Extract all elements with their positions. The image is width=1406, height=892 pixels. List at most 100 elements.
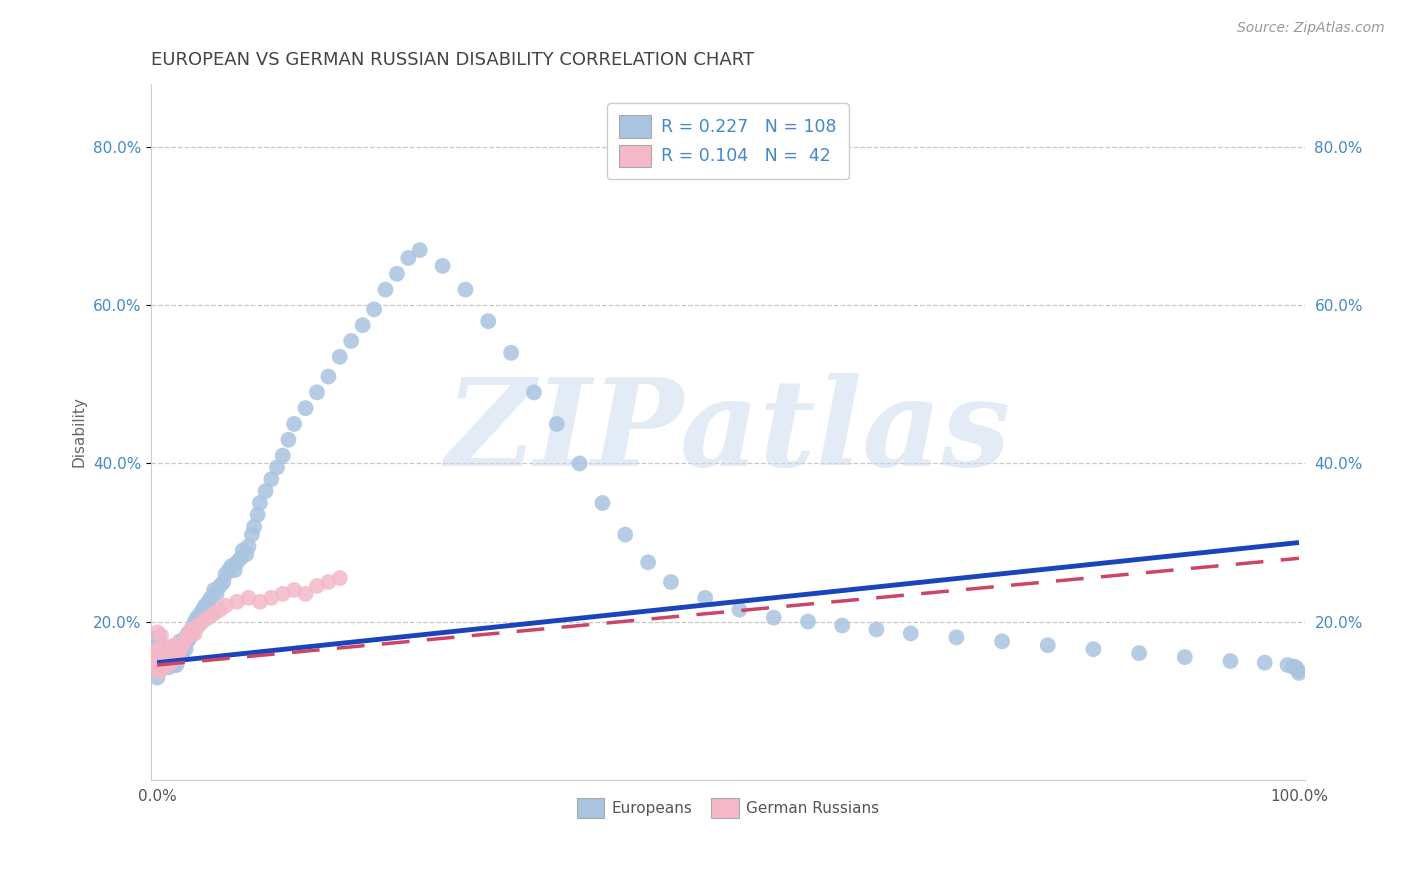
Point bbox=[186, 610, 208, 624]
Point bbox=[1128, 646, 1150, 660]
Text: ZIPatlas: ZIPatlas bbox=[446, 373, 1011, 491]
Point bbox=[146, 664, 169, 678]
Point bbox=[148, 662, 170, 676]
Point bbox=[148, 656, 170, 670]
Point bbox=[146, 648, 169, 663]
Point bbox=[148, 650, 170, 665]
Point bbox=[172, 638, 194, 652]
Point bbox=[385, 267, 408, 281]
Point bbox=[150, 648, 173, 663]
Point bbox=[454, 283, 477, 297]
Point bbox=[176, 631, 198, 645]
Point bbox=[160, 654, 183, 668]
Point bbox=[165, 648, 187, 662]
Point bbox=[1288, 665, 1310, 680]
Point bbox=[155, 652, 177, 666]
Point bbox=[146, 649, 169, 664]
Point bbox=[163, 650, 186, 665]
Point bbox=[432, 259, 454, 273]
Point bbox=[146, 654, 169, 668]
Point bbox=[294, 587, 316, 601]
Point bbox=[146, 648, 169, 663]
Point bbox=[1284, 660, 1306, 674]
Point bbox=[695, 591, 717, 605]
Point bbox=[249, 496, 271, 510]
Point bbox=[150, 628, 173, 642]
Point bbox=[148, 632, 170, 647]
Point bbox=[146, 643, 169, 657]
Point bbox=[169, 646, 191, 660]
Point bbox=[187, 618, 209, 632]
Point bbox=[546, 417, 568, 431]
Point bbox=[1036, 638, 1059, 652]
Point bbox=[187, 618, 209, 632]
Point bbox=[148, 648, 170, 662]
Point bbox=[166, 648, 188, 662]
Point bbox=[568, 457, 591, 471]
Point bbox=[266, 460, 288, 475]
Point bbox=[172, 640, 194, 654]
Point bbox=[146, 655, 169, 669]
Point bbox=[155, 656, 177, 670]
Point bbox=[212, 574, 235, 589]
Point bbox=[318, 574, 340, 589]
Point bbox=[167, 650, 190, 665]
Point bbox=[159, 640, 181, 654]
Point bbox=[148, 664, 170, 678]
Point bbox=[194, 599, 217, 613]
Point bbox=[149, 658, 172, 673]
Point bbox=[148, 648, 170, 663]
Point bbox=[1277, 658, 1299, 673]
Text: Source: ZipAtlas.com: Source: ZipAtlas.com bbox=[1237, 21, 1385, 35]
Point bbox=[148, 655, 170, 669]
Point bbox=[208, 603, 231, 617]
Point bbox=[146, 642, 169, 657]
Point bbox=[200, 591, 222, 605]
Point bbox=[214, 599, 236, 613]
Point bbox=[637, 555, 659, 569]
Point bbox=[184, 626, 207, 640]
Point bbox=[166, 638, 188, 652]
Point bbox=[170, 642, 193, 657]
Point bbox=[797, 615, 820, 629]
Point bbox=[153, 652, 176, 666]
Point bbox=[865, 623, 887, 637]
Point bbox=[226, 555, 249, 569]
Point bbox=[218, 563, 240, 577]
Point bbox=[176, 634, 198, 648]
Point bbox=[165, 652, 187, 666]
Point bbox=[163, 640, 186, 654]
Point bbox=[246, 508, 269, 522]
Point bbox=[157, 660, 180, 674]
Legend: Europeans, German Russians: Europeans, German Russians bbox=[571, 792, 886, 824]
Point bbox=[173, 634, 195, 648]
Point bbox=[146, 661, 169, 675]
Point bbox=[294, 401, 316, 416]
Point bbox=[148, 657, 170, 672]
Point bbox=[1286, 664, 1309, 678]
Point bbox=[159, 654, 181, 668]
Point bbox=[148, 646, 170, 660]
Point bbox=[169, 642, 191, 657]
Point bbox=[991, 634, 1014, 648]
Point bbox=[156, 650, 179, 665]
Point bbox=[157, 646, 180, 660]
Point bbox=[146, 657, 169, 671]
Point bbox=[180, 623, 202, 637]
Point bbox=[191, 615, 214, 629]
Point bbox=[152, 656, 174, 670]
Point bbox=[197, 610, 219, 624]
Point bbox=[591, 496, 613, 510]
Point bbox=[318, 369, 340, 384]
Point bbox=[659, 574, 682, 589]
Point bbox=[166, 658, 188, 673]
Point bbox=[149, 665, 172, 679]
Point bbox=[177, 626, 200, 640]
Point bbox=[477, 314, 499, 328]
Point bbox=[146, 660, 169, 674]
Point bbox=[177, 632, 200, 646]
Point bbox=[238, 540, 260, 554]
Point bbox=[229, 551, 252, 566]
Point bbox=[260, 472, 283, 486]
Point bbox=[174, 642, 197, 657]
